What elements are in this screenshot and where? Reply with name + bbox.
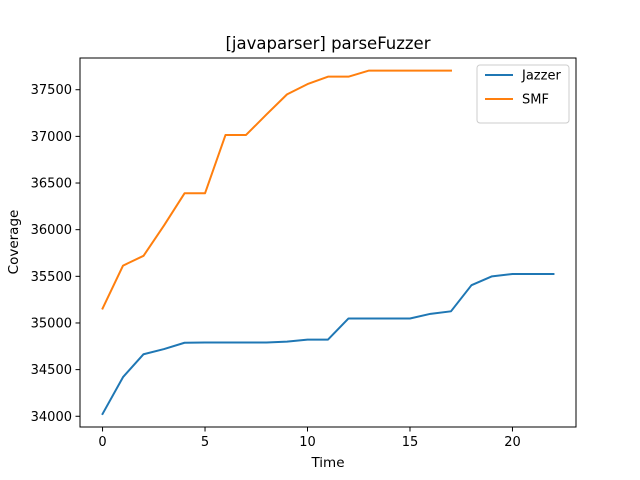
series-line-smf: [101, 69, 452, 310]
y-tick-label: 35500: [31, 270, 72, 285]
y-tick-label: 37000: [31, 130, 72, 145]
chart-title: [javaparser] parseFuzzer: [225, 34, 430, 53]
legend-label-smf: SMF: [522, 93, 549, 108]
x-tick-label: 15: [402, 435, 419, 450]
y-tick-label: 37500: [31, 83, 72, 98]
x-tick-label: 0: [98, 435, 106, 450]
y-axis: 34000 34500 35000 35500 36000 36500 37000 37500: [31, 83, 80, 425]
series-line-jazzer: [101, 272, 555, 416]
plot-frame: [79, 57, 577, 428]
x-axis-label: Time: [310, 455, 344, 471]
y-tick-label: 34500: [31, 363, 72, 378]
y-tick-label: 34000: [31, 410, 72, 425]
x-axis: 0 5 10 15 20: [98, 427, 521, 450]
y-tick-label: 35000: [31, 316, 72, 331]
x-tick-label: 20: [504, 435, 521, 450]
y-tick-label: 36000: [31, 223, 72, 238]
legend-box: [476, 64, 570, 124]
x-tick-label: 10: [299, 435, 316, 450]
legend: Jazzer SMF: [476, 64, 570, 124]
series-layer: [101, 69, 555, 416]
legend-label-jazzer: Jazzer: [521, 69, 561, 84]
y-axis-label: Coverage: [6, 210, 22, 275]
x-tick-label: 5: [201, 435, 209, 450]
y-tick-label: 36500: [31, 177, 72, 192]
